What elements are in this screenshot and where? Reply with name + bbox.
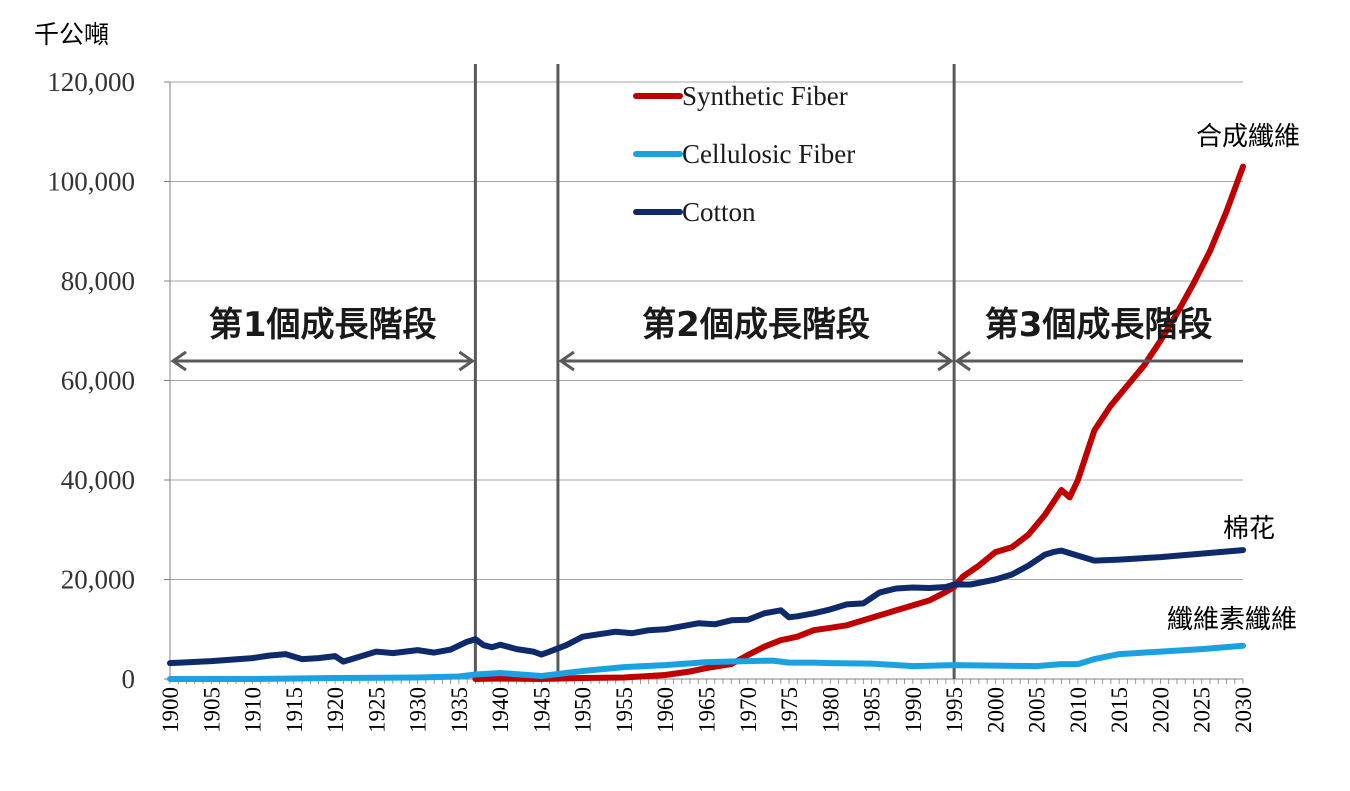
x-tick-label: 1965 (695, 687, 720, 733)
phase-arrow-head-right-2 (937, 350, 954, 372)
x-tick-label: 1945 (529, 687, 554, 733)
x-tick-label: 1990 (901, 687, 926, 733)
x-tick-label: 1975 (777, 687, 802, 733)
legend-label-2: Cellulosic Fiber (682, 139, 855, 169)
x-tick-label: 1935 (447, 687, 472, 733)
x-tick-label: 1970 (736, 687, 761, 733)
x-tick-label: 1985 (860, 687, 885, 733)
legend-label-3: Cotton (682, 197, 756, 227)
x-tick-label: 1960 (653, 687, 678, 733)
x-tick-label: 2000 (983, 687, 1008, 733)
x-tick-label: 1995 (942, 687, 967, 733)
x-tick-label: 1925 (364, 687, 389, 733)
x-tick-label: 1950 (571, 687, 596, 733)
phase-arrow-head-left-3 (954, 350, 971, 372)
axes: 0 20,000 40,000 60,000 80,000 100,000 120,000 1… (47, 67, 1256, 733)
phase-label-1: 第1個成長階段 (209, 305, 437, 345)
series-line-3 (167, 547, 1246, 667)
y-axis-unit-label: 千公噸 (34, 20, 109, 49)
x-tick-label: 1955 (612, 687, 637, 733)
series-end-label-2: 纖維素纖維 (1167, 605, 1297, 635)
x-tick-label: 2020 (1148, 687, 1173, 733)
series-lines (167, 163, 1246, 682)
x-tick-label: 2030 (1231, 687, 1256, 733)
x-tick-label: 1915 (282, 687, 307, 733)
phase-dividers (473, 64, 956, 679)
x-tick-label: 2025 (1190, 687, 1215, 733)
y-tick-label: 60,000 (61, 366, 135, 396)
x-tick-label: 1910 (241, 687, 266, 733)
x-tick-label: 1920 (323, 687, 348, 733)
y-tick-label: 20,000 (61, 565, 135, 595)
y-tick-label: 80,000 (61, 266, 135, 296)
y-tick-label: 0 (122, 664, 136, 694)
x-tick-label: 2005 (1025, 687, 1050, 733)
y-tick-label: 100,000 (47, 167, 135, 197)
legend: Synthetic Fiber Cellulosic Fiber Cotton (633, 81, 855, 227)
y-tick-label: 40,000 (61, 465, 135, 495)
series-end-label-1: 合成纖維 (1196, 122, 1300, 152)
phase-annotations: 第1個成長階段 第2個成長階段 第3個成長階段 (170, 305, 1243, 372)
y-tick-label: 120,000 (47, 67, 135, 97)
x-tick-label: 1940 (488, 687, 513, 733)
series-end-label-3: 棉花 (1223, 514, 1275, 544)
x-tick-label: 1905 (199, 687, 224, 733)
phase-arrow-head-left-2 (558, 350, 575, 372)
series-line-1 (472, 163, 1246, 682)
x-tick-label: 1900 (158, 687, 183, 733)
phase-label-3: 第3個成長階段 (985, 305, 1213, 345)
x-tick-label: 1980 (818, 687, 843, 733)
phase-arrow-head-right-1 (458, 350, 476, 372)
x-tick-label: 1930 (406, 687, 431, 733)
phase-label-2: 第2個成長階段 (642, 305, 870, 345)
series-line-2 (167, 642, 1246, 682)
phase-arrow-head-left-1 (170, 350, 187, 372)
gridlines (170, 81, 1243, 580)
legend-label-1: Synthetic Fiber (682, 81, 848, 111)
x-tick-label: 2015 (1107, 687, 1132, 733)
x-tick-label: 2010 (1066, 687, 1091, 733)
